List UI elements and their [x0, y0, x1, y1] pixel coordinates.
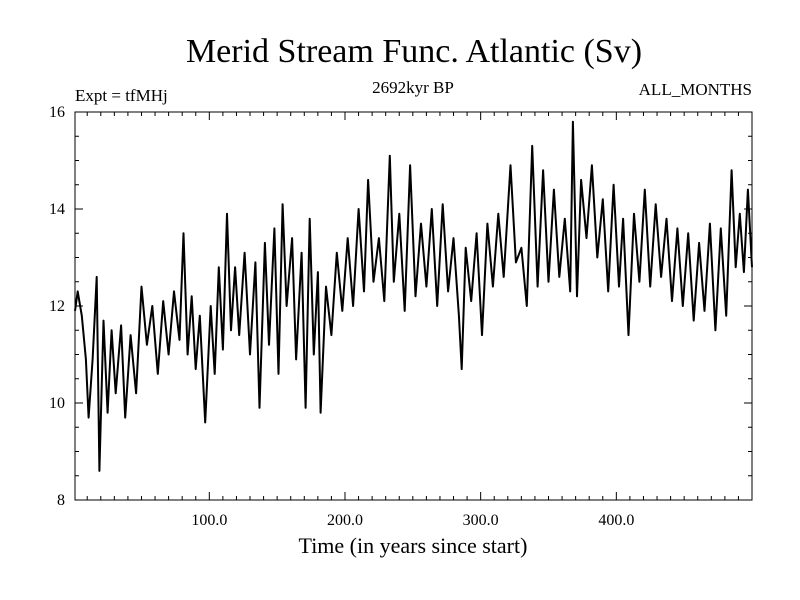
y-axis: 8 10 12 14 16 [49, 104, 752, 509]
chart-subtitle: 2692kyr BP [372, 78, 454, 97]
series-line [74, 120, 753, 472]
y-tick-label: 8 [57, 492, 65, 509]
y-tick-label: 16 [49, 104, 65, 121]
x-axis-label: Time (in years since start) [299, 533, 528, 558]
series-group [74, 120, 753, 472]
chart-title: Merid Stream Func. Atlantic (Sv) [186, 33, 642, 70]
x-axis: 100.0 200.0 300.0 400.0 [86, 112, 739, 529]
x-tick-label: 400.0 [598, 512, 634, 529]
x-tick-label: 200.0 [327, 512, 363, 529]
experiment-label: Expt = tfMHj [75, 86, 168, 105]
period-label: ALL_MONTHS [639, 80, 752, 99]
y-tick-label: 10 [49, 395, 65, 412]
x-tick-label: 300.0 [463, 512, 499, 529]
y-tick-label: 12 [49, 298, 65, 315]
x-tick-label: 100.0 [191, 512, 227, 529]
y-tick-label: 14 [49, 201, 65, 218]
